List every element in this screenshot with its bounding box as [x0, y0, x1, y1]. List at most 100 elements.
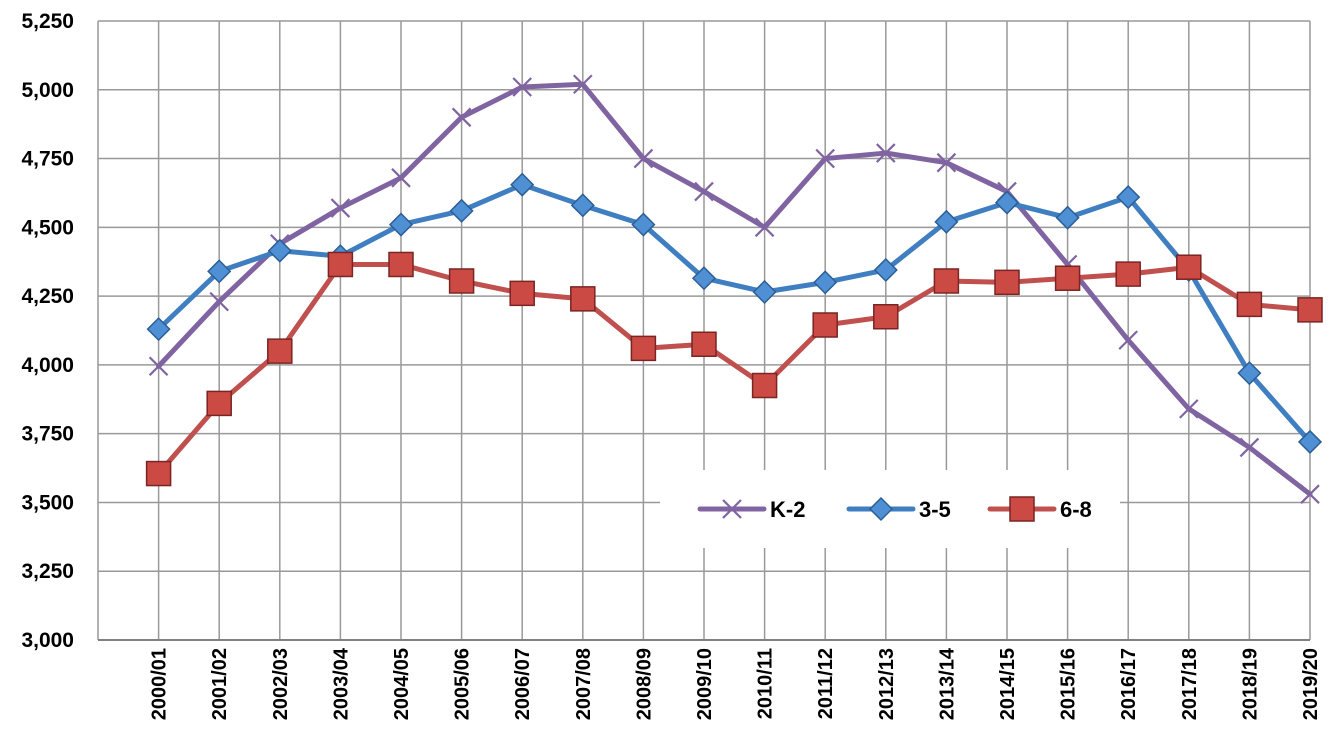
data-point-6-8 — [1115, 261, 1141, 287]
y-tick-label: 4,250 — [21, 285, 74, 308]
data-point-6-8 — [933, 268, 960, 294]
x-tick-label: 2008/09 — [633, 648, 655, 720]
data-point-3-5 — [752, 279, 777, 305]
x-marker-stroke — [633, 148, 654, 169]
legend-marker-6-8 — [1009, 496, 1035, 522]
y-tick-label: 3,250 — [21, 560, 74, 583]
data-point-k-2 — [1300, 484, 1320, 504]
x-marker-stroke — [573, 74, 593, 95]
y-tick-label: 4,750 — [21, 148, 74, 171]
x-marker-stroke — [754, 217, 775, 238]
data-point-3-5 — [510, 172, 535, 197]
data-point-k-2 — [936, 152, 957, 173]
data-point-k-2 — [148, 356, 169, 377]
data-point-3-5 — [631, 212, 656, 237]
data-point-k-2 — [815, 148, 835, 169]
data-point-6-8 — [388, 251, 414, 278]
x-marker-stroke — [722, 499, 742, 519]
x-tick-label: 2006/07 — [512, 648, 534, 720]
x-marker-stroke — [694, 181, 714, 202]
data-point-3-5 — [691, 266, 717, 291]
legend-label-6-8: 6-8 — [1060, 497, 1092, 522]
x-tick-label: 2004/05 — [391, 648, 413, 720]
x-marker-stroke — [936, 152, 957, 173]
data-point-k-2 — [209, 291, 229, 312]
x-marker-stroke — [512, 77, 532, 97]
y-axis: 3,000 3,250 3,500 3,750 4,000 4,250 4,500 4,750… — [21, 10, 74, 652]
data-point-6-8 — [327, 251, 354, 278]
x-tick-label: 2015/16 — [1058, 648, 1080, 720]
series-line-3-5 — [156, 182, 1313, 445]
x-tick-label: 2017/18 — [1179, 648, 1201, 720]
y-tick-label: 4,500 — [21, 216, 74, 239]
data-point-6-8 — [630, 335, 657, 362]
data-point-6-8 — [873, 303, 899, 330]
data-point-k-2 — [1118, 330, 1138, 350]
data-point-6-8 — [994, 269, 1020, 296]
x-tick-label: 2003/04 — [330, 647, 352, 720]
legend-label-3-5: 3-5 — [919, 497, 951, 522]
series-group — [145, 74, 1323, 504]
series-line-k-2 — [156, 81, 1313, 497]
data-point-6-8 — [267, 338, 293, 364]
data-point-k-2 — [754, 217, 775, 238]
data-point-6-8 — [812, 312, 838, 338]
data-point-6-8 — [206, 390, 232, 417]
data-point-3-5 — [1055, 205, 1080, 230]
data-point-3-5 — [934, 209, 959, 234]
legend-marker-3-5 — [868, 496, 894, 522]
legend-label-k-2: K-2 — [770, 497, 805, 522]
x-tick-label: 2012/13 — [876, 648, 898, 720]
data-point-3-5 — [994, 190, 1020, 215]
data-point-3-5 — [1116, 185, 1141, 210]
data-point-6-8 — [509, 280, 535, 307]
data-point-3-5 — [388, 212, 414, 237]
data-point-k-2 — [876, 143, 896, 163]
data-point-3-5 — [146, 317, 171, 342]
data-point-6-8 — [691, 331, 717, 358]
x-marker-stroke — [1239, 437, 1260, 458]
x-marker-stroke — [1118, 330, 1138, 350]
x-tick-label: 2009/10 — [694, 648, 716, 720]
data-point-6-8 — [1236, 291, 1263, 318]
y-tick-label: 3,750 — [21, 423, 74, 446]
x-marker-stroke — [1179, 399, 1199, 419]
x-marker-stroke — [451, 107, 472, 128]
data-point-k-2 — [1179, 399, 1199, 419]
x-marker-stroke — [815, 148, 835, 169]
legend: K-2 3-5 6-8 — [660, 470, 1120, 548]
data-point-6-8 — [145, 460, 172, 487]
y-tick-label: 5,250 — [21, 10, 74, 33]
data-point-6-8 — [1054, 265, 1081, 291]
data-point-k-2 — [694, 181, 714, 202]
x-marker-stroke — [330, 198, 351, 218]
data-point-6-8 — [448, 268, 475, 294]
data-point-k-2 — [512, 77, 532, 97]
x-tick-label: 2005/06 — [452, 648, 474, 720]
x-tick-label: 2007/08 — [573, 648, 595, 720]
x-tick-label: 2013/14 — [936, 647, 958, 720]
y-tick-label: 4,000 — [21, 354, 74, 377]
x-tick-label: 2002/03 — [270, 648, 292, 720]
x-axis: 2000/01 2001/02 2002/03 2003/04 2004/05 2005/… — [149, 647, 1322, 720]
data-point-k-2 — [391, 168, 411, 188]
x-marker-stroke — [391, 168, 411, 188]
data-point-3-5 — [449, 198, 474, 223]
data-point-3-5 — [267, 238, 292, 263]
x-tick-label: 2019/20 — [1300, 648, 1322, 720]
legend-marker-k-2 — [722, 499, 742, 519]
data-point-3-5 — [570, 193, 595, 218]
data-point-k-2 — [573, 74, 593, 95]
data-point-k-2 — [633, 148, 654, 169]
x-tick-label: 2000/01 — [149, 648, 171, 720]
data-point-3-5 — [1297, 429, 1323, 454]
x-marker-stroke — [1300, 484, 1320, 504]
data-point-3-5 — [207, 259, 232, 284]
data-point-6-8 — [751, 372, 778, 399]
x-tick-label: 2014/15 — [997, 648, 1019, 720]
data-point-3-5 — [813, 270, 838, 295]
data-point-k-2 — [451, 107, 472, 128]
x-tick-label: 2001/02 — [209, 648, 231, 720]
x-marker-stroke — [148, 356, 169, 377]
